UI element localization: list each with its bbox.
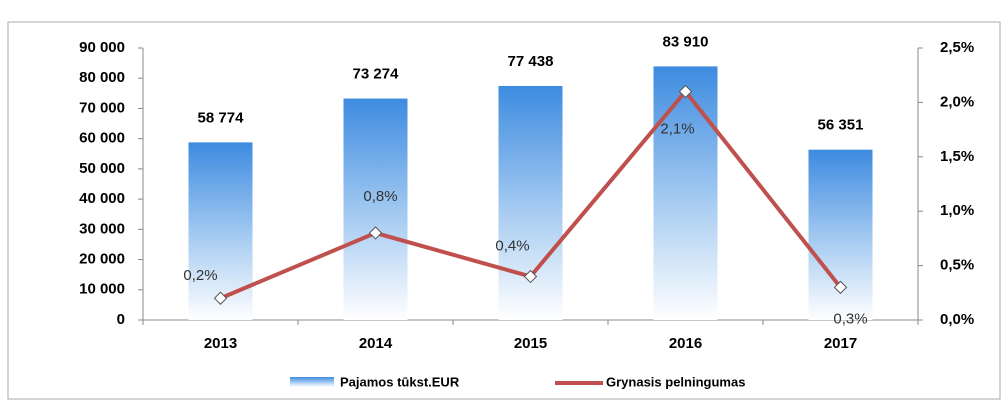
bar-value-label: 77 438 — [508, 53, 554, 70]
bar-value-label: 83 910 — [663, 33, 709, 50]
line-marker — [523, 269, 538, 284]
y2-tick-label: 0,0% — [940, 311, 974, 328]
y-tick-label: 20 000 — [79, 251, 125, 268]
line-marker — [678, 84, 693, 99]
y2-tick-label: 1,0% — [940, 202, 974, 219]
legend-swatch — [290, 377, 334, 387]
x-tick-label: 2015 — [514, 335, 547, 352]
x-tick-label: 2017 — [824, 335, 857, 352]
y-tick-label: 90 000 — [79, 39, 125, 56]
y-tick-label: 10 000 — [79, 281, 125, 298]
bar-value-label: 56 351 — [818, 117, 864, 134]
y2-tick-label: 2,0% — [940, 93, 974, 110]
y2-tick-label: 2,5% — [940, 39, 974, 56]
bar — [498, 85, 563, 321]
bar — [653, 66, 718, 320]
y-tick-label: 30 000 — [79, 220, 125, 237]
line-marker — [368, 226, 383, 240]
bar-value-label: 58 774 — [198, 109, 245, 126]
line-value-label: 0,3% — [833, 310, 867, 327]
y-tick-label: 70 000 — [79, 99, 125, 116]
x-tick-label: 2014 — [359, 335, 393, 352]
y2-tick-label: 1,5% — [940, 148, 974, 165]
y2-tick-label: 0,5% — [940, 257, 974, 274]
line-value-label: 0,2% — [183, 267, 217, 284]
legend-label: Grynasis pelningumas — [606, 374, 745, 389]
bar — [343, 98, 408, 321]
y-tick-label: 60 000 — [79, 130, 125, 147]
bar — [808, 149, 873, 320]
line-marker — [833, 280, 848, 295]
line-marker — [213, 291, 228, 305]
bar-value-label: 73 274 — [353, 66, 400, 83]
y-tick-label: 80 000 — [79, 69, 125, 86]
line-value-label: 0,8% — [363, 188, 397, 205]
line-value-label: 2,1% — [660, 120, 694, 137]
y-tick-label: 50 000 — [79, 160, 125, 177]
x-tick-label: 2013 — [204, 335, 237, 352]
x-tick-label: 2016 — [669, 335, 702, 352]
y-tick-label: 40 000 — [79, 190, 125, 207]
line-value-label: 0,4% — [495, 237, 529, 254]
y-tick-label: 0 — [117, 311, 125, 328]
legend-label: Pajamos tūkst.EUR — [340, 374, 460, 389]
